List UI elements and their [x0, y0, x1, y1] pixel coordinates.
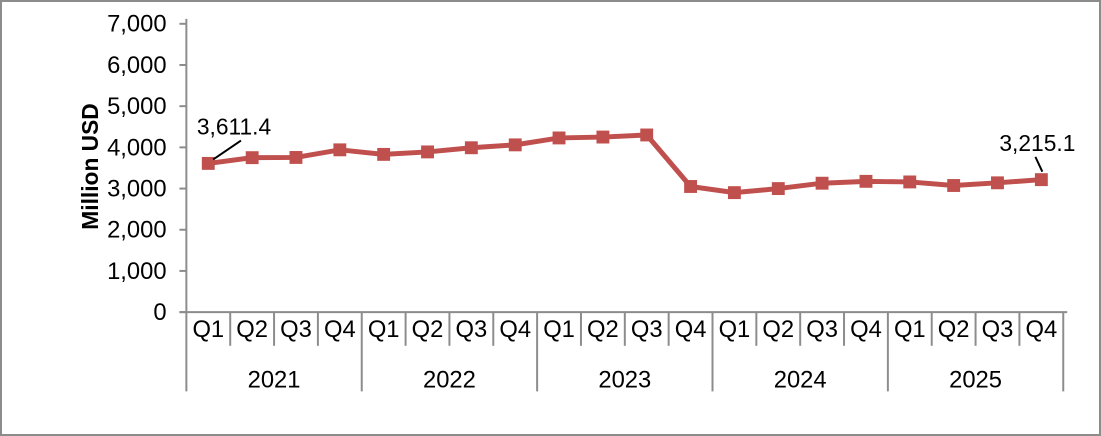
year-label: 2021 — [248, 366, 301, 393]
data-point-marker — [464, 141, 478, 155]
data-point-marker — [991, 176, 1004, 190]
data-point-marker — [640, 128, 654, 142]
quarter-label: Q4 — [324, 316, 356, 343]
year-label: 2022 — [423, 366, 476, 393]
data-point-marker — [771, 182, 785, 196]
data-series — [201, 128, 1048, 200]
quarter-label: Q3 — [806, 316, 838, 343]
data-point-marker — [947, 179, 961, 192]
quarter-labels: Q1 Q2 Q3 Q4 Q1 Q2 Q3 Q4 Q1 Q2 Q3 Q4 Q1 Q2 Q3 Q4 Q1 Q2 Q3 Q4 — [192, 316, 1057, 343]
quarter-label: Q3 — [631, 316, 663, 343]
quarter-label: Q4 — [675, 316, 707, 343]
data-label-first: 3,611.4 — [197, 114, 271, 140]
quarter-label: Q2 — [412, 316, 444, 343]
quarter-label: Q1 — [894, 316, 926, 343]
data-point-marker — [684, 180, 698, 193]
y-tick-label: 5,000 — [107, 93, 166, 120]
quarter-label: Q3 — [456, 316, 488, 343]
quarter-label: Q1 — [368, 316, 400, 343]
quarter-label: Q3 — [982, 316, 1014, 343]
quarter-label: Q1 — [543, 316, 575, 343]
data-label-last: 3,215.1 — [999, 130, 1075, 156]
quarter-label: Q4 — [1025, 316, 1057, 343]
data-point-marker — [903, 175, 917, 189]
data-label-callouts: 3,611.4 3,215.1 — [197, 114, 1075, 173]
data-point-marker — [377, 147, 391, 161]
y-tick-label: 0 — [153, 299, 166, 326]
quarter-label: Q2 — [762, 316, 794, 343]
year-labels: 2021 2022 2023 2024 2025 — [248, 366, 1002, 393]
y-axis-title: Million USD — [77, 103, 103, 229]
data-point-marker — [421, 145, 434, 159]
y-tick-label: 1,000 — [107, 258, 166, 285]
quarter-label: Q2 — [236, 316, 268, 343]
year-label: 2025 — [949, 366, 1002, 393]
data-point-marker — [552, 131, 566, 145]
quarter-label: Q1 — [719, 316, 751, 343]
quarter-label: Q2 — [938, 316, 970, 343]
data-point-marker — [727, 186, 741, 200]
data-point-marker — [596, 130, 610, 144]
quarter-label: Q4 — [850, 316, 882, 343]
data-point-marker — [289, 151, 303, 164]
data-point-marker — [859, 174, 873, 188]
year-label: 2024 — [774, 366, 827, 393]
y-tick-label: 4,000 — [107, 134, 166, 161]
y-tick-label: 7,000 — [107, 11, 166, 38]
y-tick-label: 2,000 — [107, 217, 166, 244]
x-axis-lines — [179, 311, 1068, 392]
quarter-label: Q1 — [192, 316, 224, 343]
quarter-label: Q3 — [280, 316, 312, 343]
data-point-marker — [815, 176, 829, 190]
quarter-label: Q2 — [587, 316, 619, 343]
x-axis: Q1 Q2 Q3 Q4 Q1 Q2 Q3 Q4 Q1 Q2 Q3 Q4 Q1 Q2 Q3 Q4 Q1 Q2 Q3 Q4… — [179, 311, 1068, 393]
series-line — [207, 132, 1042, 196]
y-tick-label: 6,000 — [107, 52, 166, 79]
data-point-marker — [1034, 173, 1048, 187]
data-point-marker — [201, 156, 215, 170]
leader-line-last — [1034, 156, 1044, 173]
y-axis-ticks: 0 1,000 2,000 3,000 4,000 5,000 6,000 7,000 — [107, 11, 188, 392]
y-axis: 0 1,000 2,000 3,000 4,000 5,000 6,000 7,000 Mil… — [77, 11, 188, 392]
data-point-marker — [333, 143, 347, 157]
leader-line-first — [212, 139, 242, 161]
y-tick-label: 3,000 — [107, 175, 166, 202]
data-point-marker — [508, 138, 522, 152]
year-label: 2023 — [598, 366, 651, 393]
quarter-label: Q4 — [499, 316, 531, 343]
data-point-marker — [245, 151, 259, 165]
